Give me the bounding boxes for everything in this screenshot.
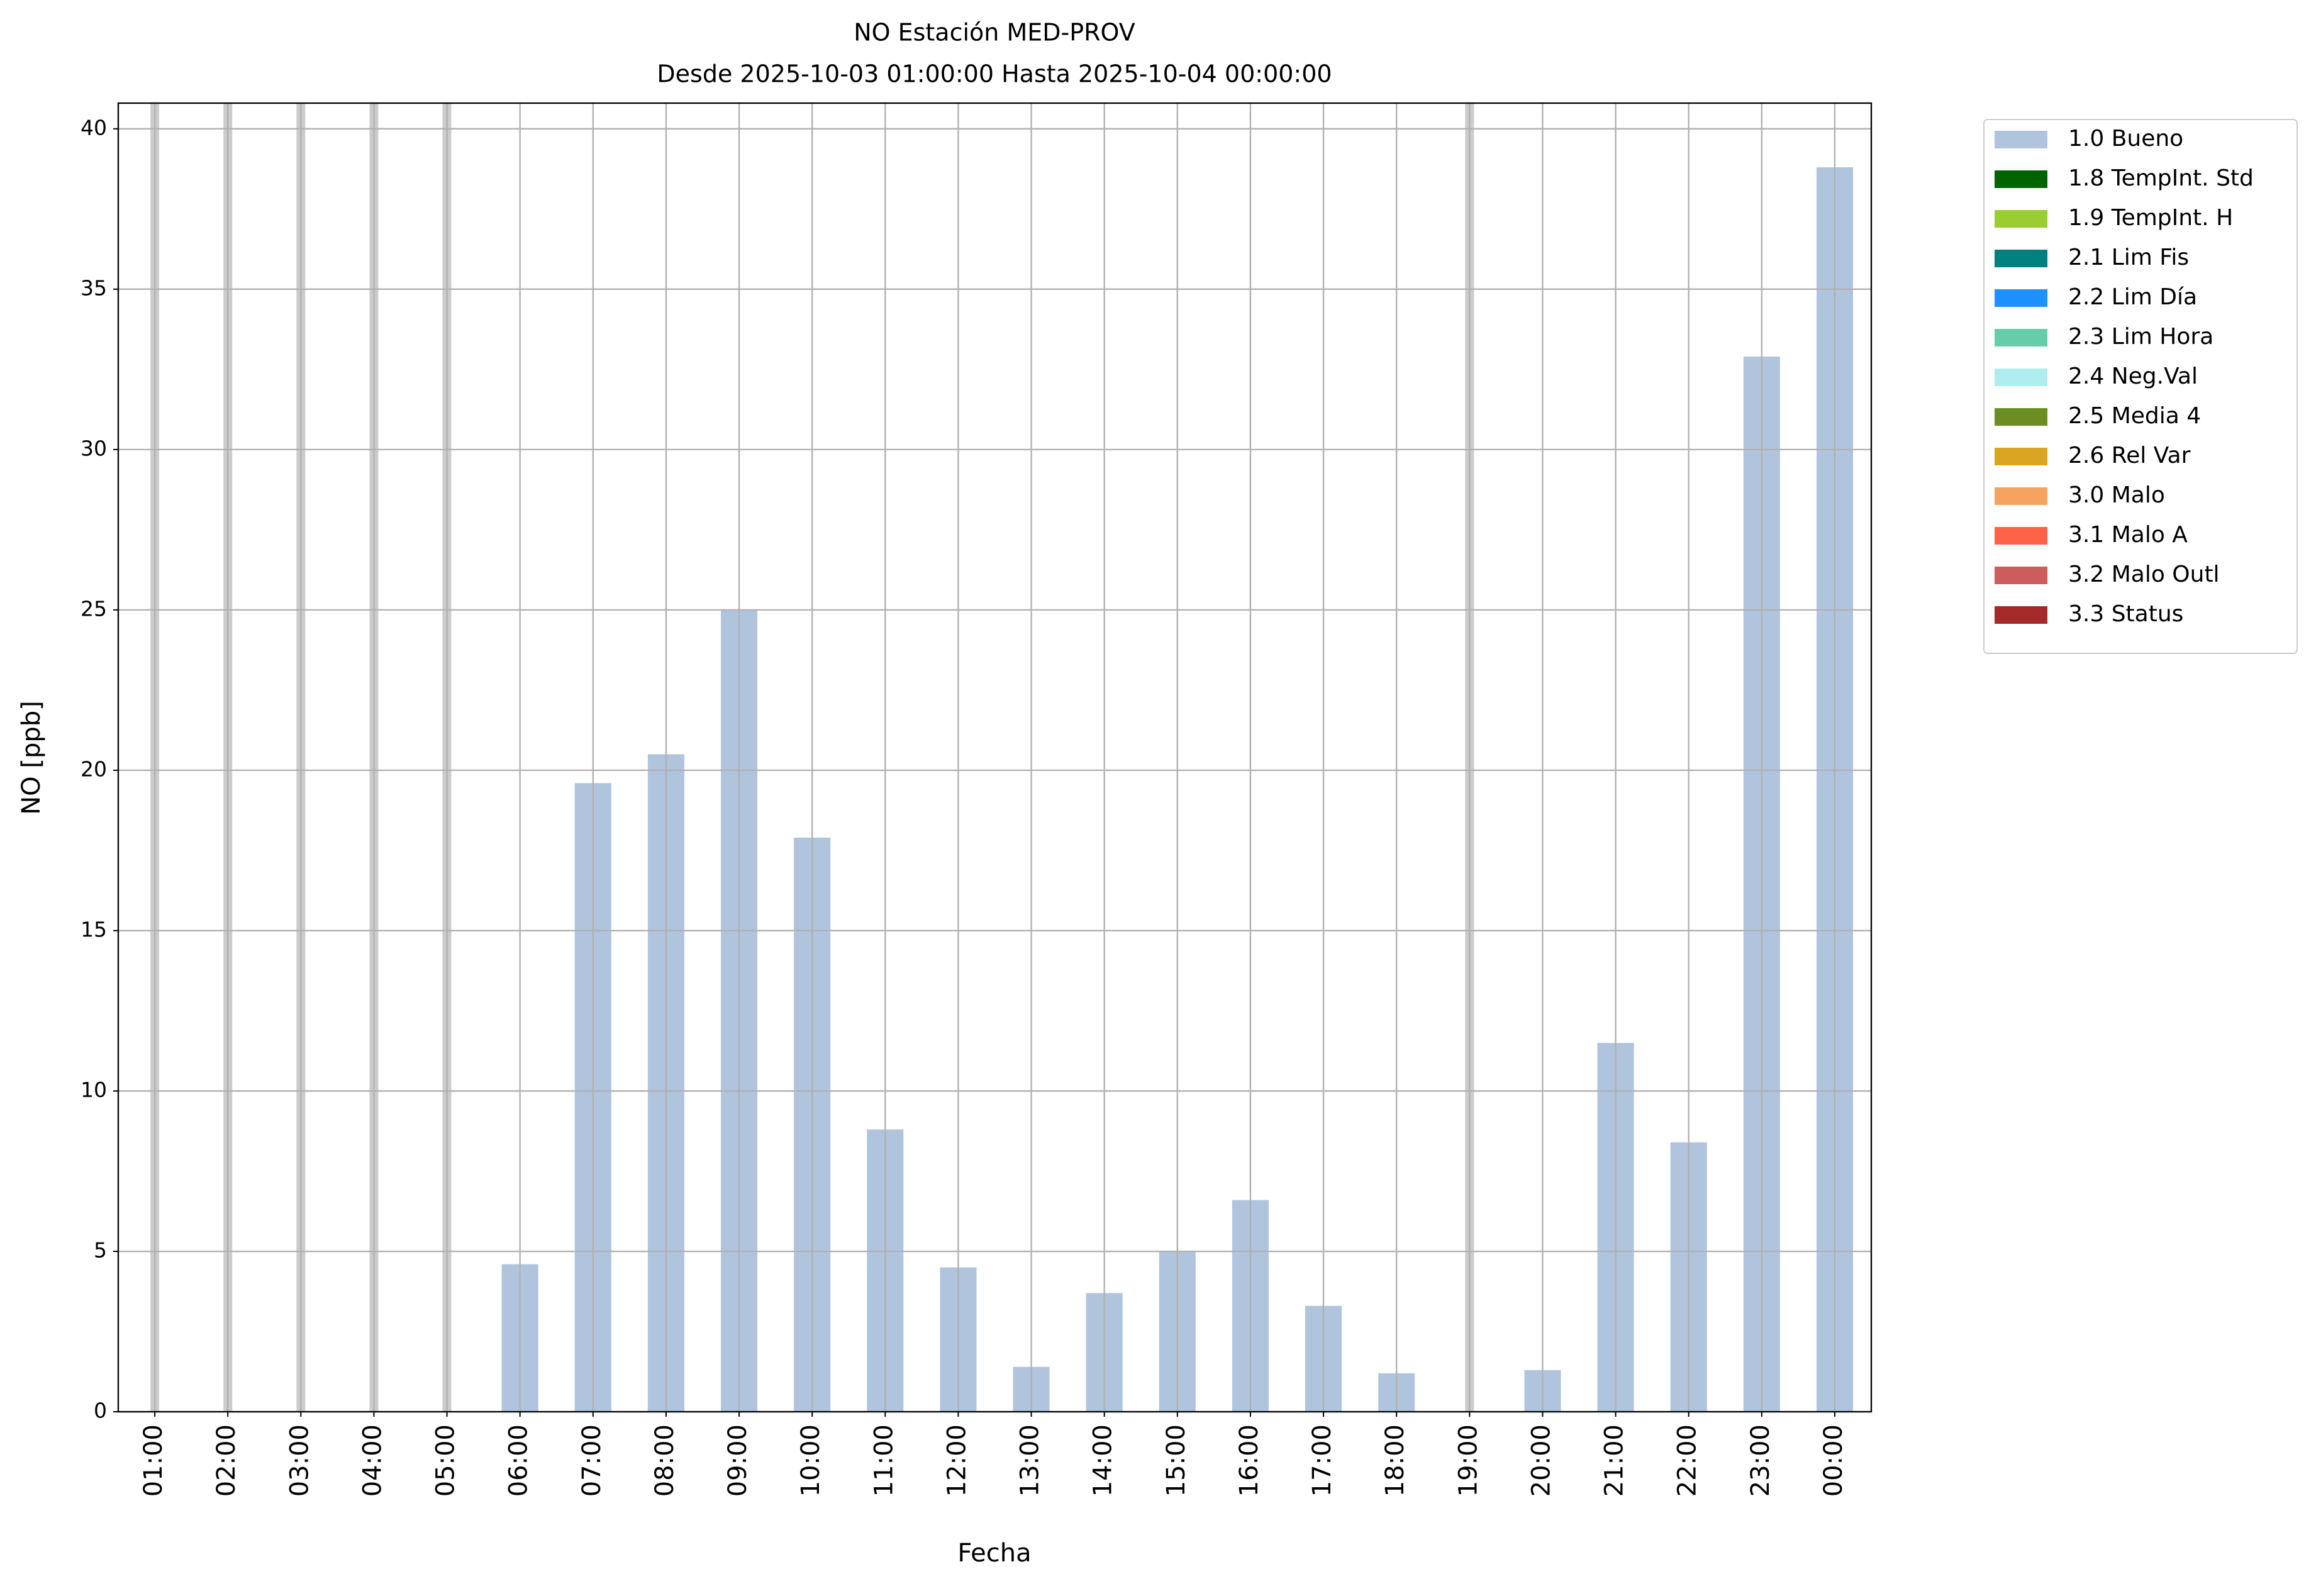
chart-title: NO Estación MED-PROV (854, 19, 1135, 47)
legend-label: 1.8 TempInt. Std (2068, 165, 2254, 191)
y-tick-label: 25 (81, 596, 107, 621)
x-tick-label: 06:00 (504, 1424, 533, 1497)
legend-label: 2.1 Lim Fis (2068, 245, 2189, 270)
chart-subtitle: Desde 2025-10-03 01:00:00 Hasta 2025-10-… (657, 60, 1332, 88)
legend-label: 2.3 Lim Hora (2068, 324, 2213, 350)
legend-swatch (1995, 329, 2047, 346)
legend-swatch (1995, 210, 2047, 228)
legend-swatch (1995, 289, 2047, 307)
x-tick-label: 21:00 (1600, 1424, 1629, 1497)
x-tick-label: 13:00 (1016, 1424, 1045, 1497)
x-tick-label: 02:00 (212, 1424, 241, 1497)
legend-label: 3.3 Status (2068, 601, 2183, 627)
y-tick-label: 5 (94, 1238, 107, 1262)
legend-label: 2.4 Neg.Val (2068, 363, 2198, 389)
plot-frame (117, 102, 1873, 1413)
x-tick-label: 18:00 (1381, 1424, 1410, 1497)
legend-swatch (1995, 567, 2047, 584)
legend-swatch (1995, 606, 2047, 624)
x-tick-label: 01:00 (139, 1424, 168, 1497)
legend-swatch (1995, 487, 2047, 505)
x-tick-label: 03:00 (285, 1424, 314, 1497)
legend-label: 2.6 Rel Var (2068, 443, 2191, 468)
x-tick-label: 19:00 (1454, 1424, 1483, 1497)
x-tick-label: 05:00 (431, 1424, 460, 1497)
x-tick-label: 04:00 (358, 1424, 387, 1497)
legend-swatch (1995, 527, 2047, 545)
y-tick-label: 20 (81, 756, 107, 781)
legend-label: 3.1 Malo A (2068, 522, 2188, 548)
x-tick-label: 22:00 (1673, 1424, 1702, 1497)
y-tick-label: 10 (81, 1077, 107, 1102)
legend-label: 2.2 Lim Día (2068, 284, 2197, 310)
legend-swatch (1995, 448, 2047, 465)
y-tick-label: 35 (81, 275, 107, 300)
legend-swatch (1995, 250, 2047, 267)
x-tick-label: 23:00 (1746, 1424, 1775, 1497)
x-tick-label: 07:00 (577, 1424, 606, 1497)
legend-box (1983, 119, 2298, 654)
y-tick-label: 30 (81, 436, 107, 460)
x-tick-label: 20:00 (1527, 1424, 1556, 1497)
y-tick-label: 40 (81, 115, 107, 140)
legend-label: 3.0 Malo (2068, 482, 2165, 508)
y-tick-label: 0 (94, 1399, 107, 1423)
y-tick-label: 15 (81, 917, 107, 941)
legend-swatch (1995, 369, 2047, 386)
x-tick-label: 12:00 (942, 1424, 971, 1497)
x-tick-label: 08:00 (650, 1424, 679, 1497)
x-tick-label: 11:00 (869, 1424, 898, 1497)
legend-label: 1.0 Bueno (2068, 126, 2183, 152)
legend-label: 1.9 TempInt. H (2068, 205, 2233, 231)
x-tick-label: 14:00 (1089, 1424, 1118, 1497)
x-tick-label: 17:00 (1308, 1424, 1337, 1497)
x-tick-label: 16:00 (1235, 1424, 1264, 1497)
x-tick-label: 00:00 (1819, 1424, 1848, 1497)
x-tick-label: 09:00 (723, 1424, 752, 1497)
x-tick-label: 10:00 (796, 1424, 825, 1497)
y-axis-label: NO [ppb] (17, 701, 46, 815)
legend-swatch (1995, 131, 2047, 148)
legend-label: 3.2 Malo Outl (2068, 562, 2220, 587)
legend-swatch (1995, 408, 2047, 426)
x-axis-label: Fecha (957, 1539, 1031, 1568)
x-tick-label: 15:00 (1162, 1424, 1191, 1497)
legend-swatch (1995, 170, 2047, 188)
legend-label: 2.5 Media 4 (2068, 403, 2201, 429)
